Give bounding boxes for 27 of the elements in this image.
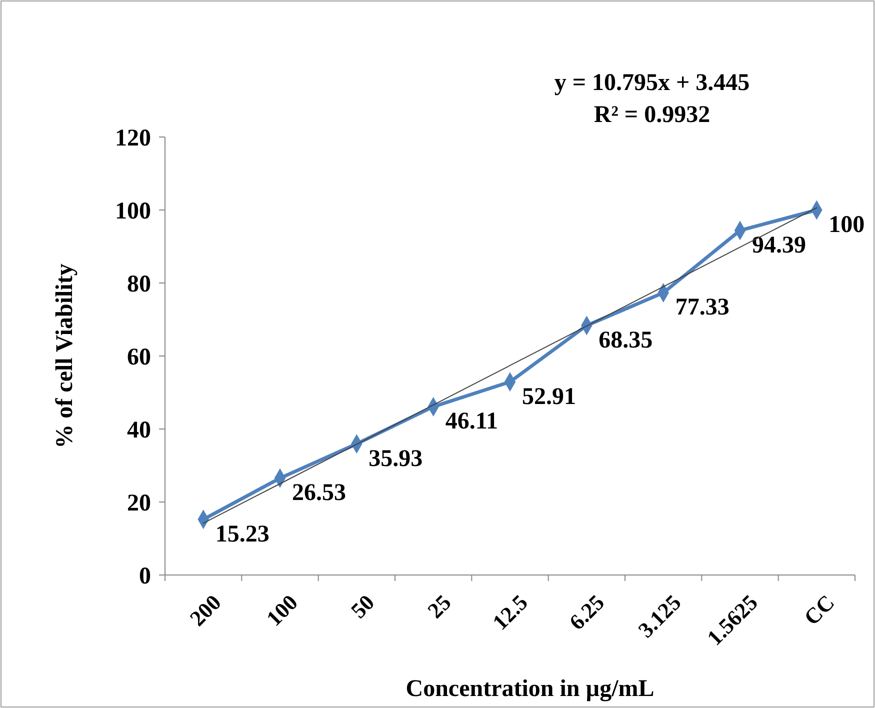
x-tick-label: CC [798,590,840,630]
data-label: 15.23 [215,521,270,548]
data-label: 100 [828,212,865,238]
y-tick-label: 20 [127,490,151,516]
data-label: 26.53 [292,480,346,506]
y-axis-title: % of cell Viability [52,264,78,448]
y-tick-label: 120 [115,125,151,152]
y-tick-label: 0 [139,563,151,590]
data-label: 52.91 [522,384,576,410]
data-label: 77.33 [675,294,730,321]
text: R² = 0.9932 [594,102,710,128]
x-tick-label: 12.5 [488,590,532,635]
data-label: 35.93 [368,446,423,472]
data-label: 46.11 [445,408,498,435]
x-tick-label: 50 [346,590,380,623]
y-tick-label: 100 [115,198,151,224]
data-label: 68.35 [598,328,653,354]
x-tick-label: 6.25 [564,590,610,635]
text: y = 10.795x + 3.445 [554,70,750,96]
x-tick-label: 25 [422,590,456,623]
data-label: 94.39 [752,232,806,258]
x-axis-title: Concentration in µg/mL [406,676,654,702]
x-tick-label: 200 [184,590,226,631]
y-tick-label: 80 [127,271,151,298]
x-tick-label: 100 [261,590,302,631]
y-tick-label: 60 [127,344,151,370]
y-tick-label: 40 [127,417,151,444]
